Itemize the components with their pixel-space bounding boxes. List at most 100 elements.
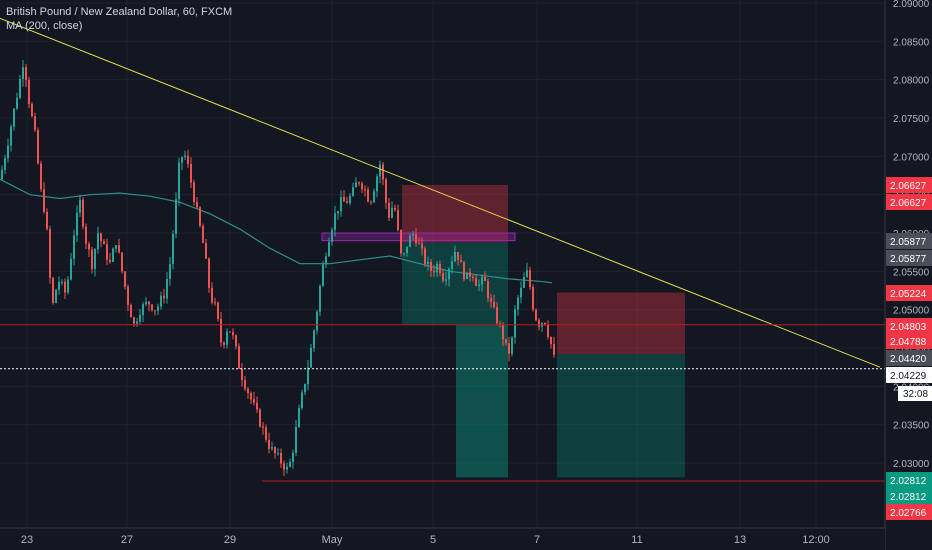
candle-body [145, 301, 147, 305]
candle-body [514, 309, 516, 338]
candle-body [61, 281, 63, 283]
candle-body [493, 301, 495, 308]
candle-body [67, 279, 69, 293]
candle-body [151, 304, 153, 311]
candle-body [406, 246, 408, 254]
candle-body [409, 235, 411, 247]
candle-body [199, 207, 201, 226]
position-zone [557, 354, 685, 478]
candle-body [58, 281, 60, 290]
candle-body [109, 259, 111, 262]
candle-body [418, 243, 420, 245]
candle-body [379, 164, 381, 177]
candle-body [100, 233, 102, 241]
candle-body [322, 264, 324, 286]
candle-body [187, 155, 189, 164]
price-label-bg [886, 233, 932, 249]
x-tick-label: 29 [224, 534, 236, 546]
position-zone [456, 324, 508, 478]
candle-body [319, 285, 321, 312]
candle-body [268, 439, 270, 449]
candle-body [271, 447, 273, 449]
candle-body [328, 242, 330, 257]
candle-body [19, 79, 21, 98]
candle-body [505, 339, 507, 344]
x-tick-label: 7 [534, 534, 540, 546]
price-label-bg [886, 472, 932, 488]
candle-body [64, 281, 66, 293]
candle-body [208, 258, 210, 288]
candle-body [460, 259, 462, 263]
price-label: 2.06627 [890, 198, 927, 209]
candle-body [106, 244, 108, 260]
candle-body [214, 302, 216, 304]
candle-body [496, 307, 498, 324]
candle-body [304, 383, 306, 393]
candle-body [7, 145, 9, 159]
candle-body [313, 330, 315, 349]
candle-body [172, 233, 174, 265]
candle-body [1, 169, 3, 180]
candle-body [550, 337, 552, 345]
candle-body [169, 264, 171, 280]
price-axis [885, 0, 932, 550]
candle-body [538, 320, 540, 327]
price-label: 2.05877 [890, 237, 927, 248]
candle-body [241, 368, 243, 381]
candle-body [142, 304, 144, 315]
candle-body [454, 252, 456, 262]
candle-body [136, 321, 138, 324]
x-tick-label: 27 [121, 534, 133, 546]
price-label-bg [886, 194, 932, 210]
candle-body [85, 226, 87, 244]
candle-body [532, 286, 534, 310]
candle-body [10, 126, 12, 146]
candle-body [526, 270, 528, 277]
price-label-bg [886, 350, 932, 366]
candle-body [223, 342, 225, 345]
y-tick-label: 2.05000 [893, 306, 930, 317]
candle-body [82, 199, 84, 227]
candle-body [124, 271, 126, 287]
candle-body [391, 207, 393, 218]
candle-body [424, 248, 426, 265]
candle-body [364, 189, 366, 191]
candle-body [412, 234, 414, 236]
candle-body [382, 164, 384, 180]
trendline [0, 17, 881, 368]
candle-body [16, 97, 18, 109]
candle-body [112, 248, 114, 262]
candle-body [127, 286, 129, 305]
candle-body [343, 197, 345, 202]
candle-body [4, 158, 6, 170]
y-tick-label: 2.04500 [893, 344, 930, 355]
candle-body [202, 225, 204, 243]
candle-body [259, 409, 261, 427]
candle-body [139, 314, 141, 322]
candle-body [160, 295, 162, 307]
candle-body [163, 295, 165, 299]
candle-body [403, 253, 405, 255]
candle-body [295, 427, 297, 453]
candle-body [451, 261, 453, 269]
candle-body [286, 466, 288, 470]
candle-body [445, 279, 447, 281]
candle-body [517, 297, 519, 310]
price-label-bg [886, 285, 932, 301]
candle-body [433, 270, 435, 273]
y-tick-label: 2.05500 [893, 267, 930, 278]
candle-body [232, 331, 234, 336]
candle-body [175, 199, 177, 234]
candle-body [229, 331, 231, 333]
candle-body [388, 202, 390, 218]
candle-body [70, 258, 72, 280]
candle-body [193, 182, 195, 203]
candle-body [472, 276, 474, 278]
candle-body [115, 245, 117, 249]
candle-body [325, 256, 327, 265]
price-label-bg [886, 177, 932, 193]
candle-body [274, 447, 276, 454]
candle-body [25, 67, 27, 80]
candle-body [502, 324, 504, 340]
